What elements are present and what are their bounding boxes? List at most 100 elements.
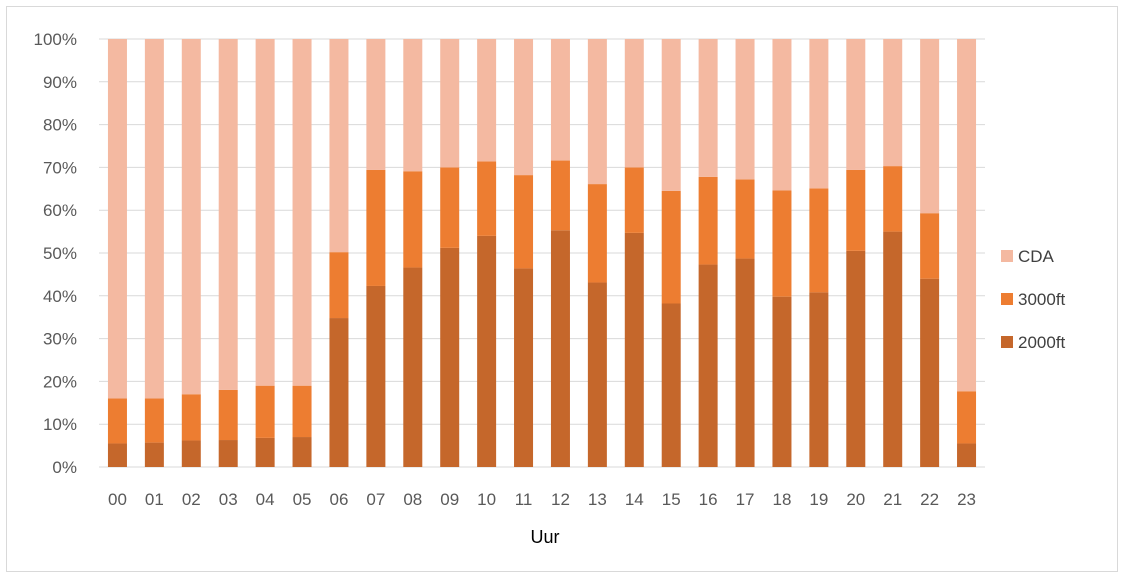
bar-segment-2000ft [550, 230, 570, 467]
bar-segment-3000ft [846, 169, 866, 251]
y-tick-label: 90% [43, 73, 77, 92]
x-tick-label: 17 [736, 490, 755, 509]
x-tick-label: 20 [846, 490, 865, 509]
bar-segment-2000ft [403, 267, 423, 467]
x-tick-label: 13 [588, 490, 607, 509]
bar-segment-cda [698, 39, 718, 177]
bar-segment-cda [809, 39, 829, 189]
x-tick-label: 19 [809, 490, 828, 509]
bar-segment-cda [329, 39, 349, 253]
x-tick-label: 08 [403, 490, 422, 509]
bar-segment-cda [107, 39, 127, 399]
x-tick-label: 18 [772, 490, 791, 509]
legend-swatch [1001, 336, 1013, 348]
bar-segment-3000ft [366, 169, 386, 286]
bar-segment-2000ft [181, 440, 201, 467]
x-tick-label: 10 [477, 490, 496, 509]
x-tick-label: 11 [515, 490, 533, 509]
legend-label: CDA [1018, 247, 1055, 266]
y-tick-label: 30% [43, 330, 77, 349]
bar-segment-3000ft [587, 184, 607, 283]
x-tick-label: 16 [699, 490, 718, 509]
bar-segment-2000ft [735, 258, 755, 467]
bar-segment-cda [661, 39, 681, 191]
x-axis-label: Uur [530, 527, 559, 547]
bar-segment-2000ft [883, 231, 903, 467]
bar-segment-3000ft [440, 167, 460, 248]
bar-segment-cda [587, 39, 607, 185]
x-tick-label: 01 [145, 490, 164, 509]
y-tick-label: 100% [34, 30, 77, 49]
bar-segment-cda [366, 39, 386, 170]
bar-segment-2000ft [514, 268, 534, 467]
x-tick-label: 22 [920, 490, 939, 509]
bar-segment-2000ft [107, 443, 127, 467]
bar-segment-2000ft [957, 443, 977, 467]
x-tick-label: 15 [662, 490, 681, 509]
bar-segment-2000ft [809, 292, 829, 467]
bar-segment-2000ft [661, 303, 681, 467]
bar-segment-3000ft [477, 161, 497, 236]
bar-segment-3000ft [292, 385, 312, 438]
bar-segment-2000ft [846, 250, 866, 467]
bar-segment-3000ft [403, 171, 423, 268]
bar-segment-cda [846, 39, 866, 170]
x-tick-label: 21 [883, 490, 902, 509]
bar-segment-3000ft [624, 167, 644, 233]
bar-segment-cda [735, 39, 755, 180]
x-tick-label: 07 [366, 490, 385, 509]
bar-segment-3000ft [514, 175, 534, 269]
bar-segment-3000ft [144, 398, 164, 443]
bar-segment-2000ft [772, 296, 792, 467]
bar-segment-2000ft [440, 247, 460, 467]
x-tick-label: 04 [256, 490, 275, 509]
legend: CDA 3000ft 2000ft [1001, 247, 1066, 352]
bar-segment-2000ft [329, 318, 349, 467]
bar-segment-cda [218, 39, 238, 390]
bar-segment-2000ft [255, 437, 275, 467]
gridlines [99, 38, 985, 468]
y-tick-label: 10% [43, 415, 77, 434]
x-tick-label: 02 [182, 490, 201, 509]
bar-segment-3000ft [255, 385, 275, 438]
bar-segment-cda [772, 39, 792, 191]
bar-segment-cda [920, 39, 940, 214]
x-tick-label: 14 [625, 490, 644, 509]
bar-segment-3000ft [957, 391, 977, 444]
x-tick-label: 05 [293, 490, 312, 509]
bar-segment-cda [477, 39, 497, 162]
bar-segment-3000ft [809, 188, 829, 293]
x-tick-label: 06 [329, 490, 348, 509]
y-tick-label: 80% [43, 116, 77, 135]
x-tick-label: 23 [957, 490, 976, 509]
bar-segment-2000ft [624, 232, 644, 467]
y-tick-label: 50% [43, 244, 77, 263]
bar-segment-cda [144, 39, 164, 399]
x-tick-label: 09 [440, 490, 459, 509]
bar-segment-3000ft [329, 252, 349, 319]
bar-segment-3000ft [920, 213, 940, 279]
bar-segment-2000ft [144, 442, 164, 467]
bar-segment-2000ft [366, 285, 386, 467]
bar-segment-2000ft [698, 264, 718, 467]
bar-segment-cda [292, 39, 312, 386]
bars [107, 39, 977, 467]
bar-segment-cda [440, 39, 460, 168]
bar-segment-cda [624, 39, 644, 168]
y-tick-labels: 0% 10% 20% 30% 40% 50% 60% 70% 80% 90% 100% [34, 30, 77, 477]
bar-segment-2000ft [920, 278, 940, 467]
bar-segment-3000ft [550, 160, 570, 231]
bar-segment-3000ft [883, 166, 903, 232]
bar-segment-2000ft [218, 440, 238, 467]
y-tick-label: 20% [43, 372, 77, 391]
bar-segment-3000ft [218, 389, 238, 441]
x-tick-label: 00 [108, 490, 127, 509]
bar-segment-cda [255, 39, 275, 386]
y-tick-label: 70% [43, 158, 77, 177]
bar-segment-3000ft [661, 190, 681, 304]
bar-segment-3000ft [735, 179, 755, 259]
bar-segment-3000ft [698, 176, 718, 265]
x-tick-labels: 00 01 02 03 04 05 06 07 08 09 10 11 12 13 14 15 16 17 18 19… [108, 490, 976, 509]
y-tick-label: 0% [52, 458, 77, 477]
